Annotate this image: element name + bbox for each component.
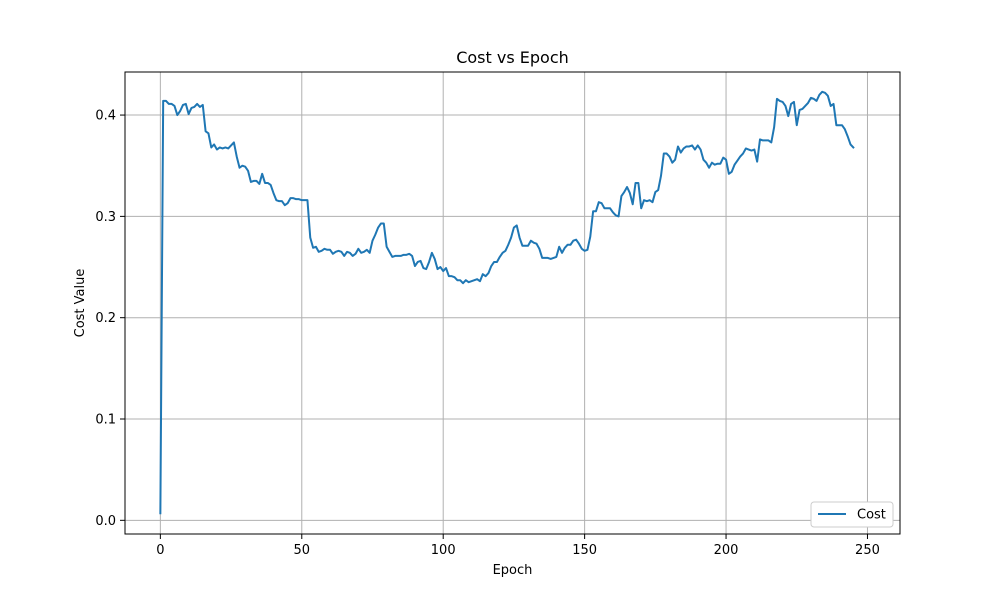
x-tick-label: 250: [855, 543, 880, 558]
series-layer: [159, 90, 855, 515]
legend-label-cost: Cost: [857, 508, 886, 523]
x-tick-label: 200: [714, 543, 739, 558]
ticks: 0 50 100 150 200 250 0.0 0.1 0.2 0.3 0.4: [95, 109, 880, 558]
x-axis-label: Epoch: [493, 563, 533, 578]
y-axis-label: Cost Value: [73, 269, 88, 338]
x-tick-label: 0: [156, 543, 164, 558]
y-tick-label: 0.1: [95, 413, 116, 428]
y-tick-label: 0.3: [95, 210, 116, 225]
plot-frame: [124, 71, 901, 535]
y-tick-label: 0.0: [95, 514, 116, 529]
x-tick-label: 100: [431, 543, 456, 558]
grid: [125, 72, 900, 534]
legend: Cost: [810, 501, 894, 528]
series-line-cost: [159, 90, 855, 515]
x-tick-label: 150: [572, 543, 597, 558]
y-tick-label: 0.2: [95, 311, 116, 326]
legend-box: [810, 501, 894, 528]
plot-area: [125, 72, 900, 534]
x-tick-label: 50: [294, 543, 311, 558]
chart-title: Cost vs Epoch: [456, 48, 569, 67]
y-tick-label: 0.4: [95, 109, 116, 124]
